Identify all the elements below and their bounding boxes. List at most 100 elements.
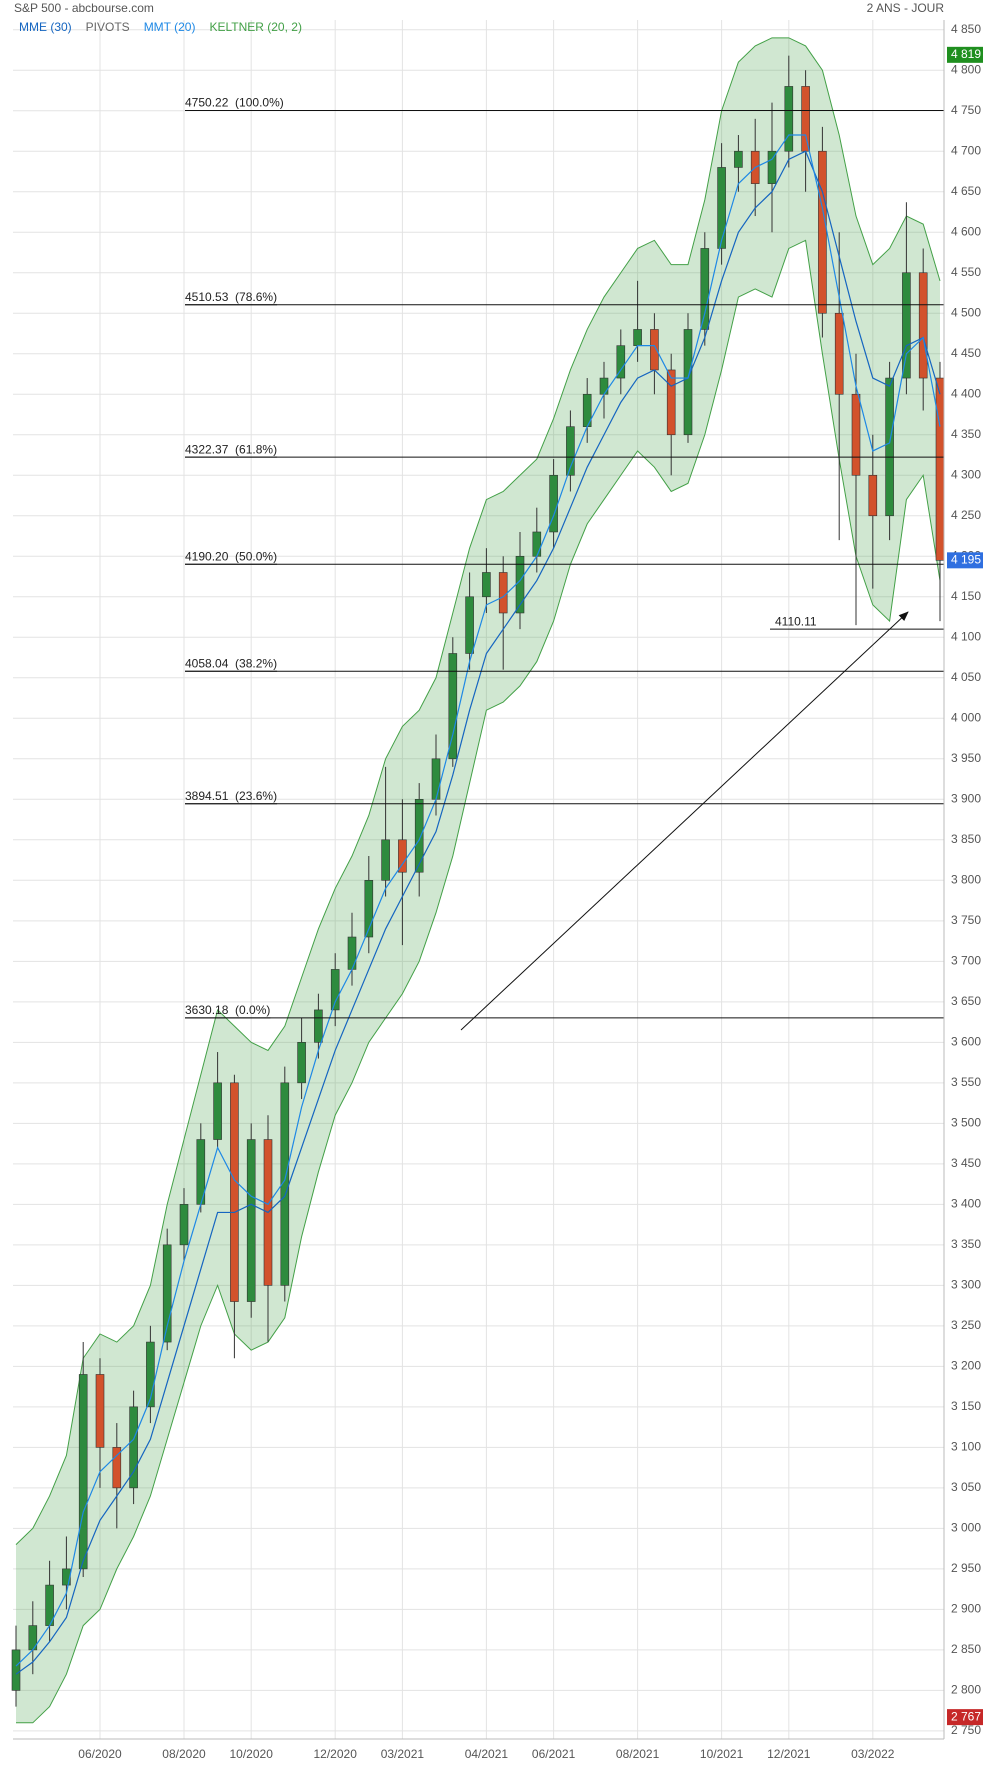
fib-label: 4510.53 (78.6%) [185,290,277,304]
price-badge [947,552,983,569]
y-tick-label: 3 100 [951,1440,981,1454]
price-badge-label: 4 819 [951,47,981,61]
y-tick-label: 3 200 [951,1359,981,1373]
y-tick-label: 2 750 [951,1723,981,1737]
trend-arrow [460,611,909,1031]
y-tick-label: 4 800 [951,62,981,76]
fib-label: 3894.51 (23.6%) [185,789,277,803]
candle-body [683,329,693,436]
x-tick-label: 10/2020 [230,1747,274,1761]
candle-body [347,936,357,970]
y-tick-label: 4 850 [951,22,981,36]
fib-label: 4190.20 (50.0%) [185,549,277,563]
x-tick-label: 03/2022 [851,1747,895,1761]
price-badge [947,1709,983,1726]
y-tick-label: 4 400 [951,386,981,400]
y-tick-label: 4 550 [951,265,981,279]
candle-body [314,1009,323,1043]
candle-body [78,1374,88,1570]
y-tick-label: 4 600 [951,224,981,238]
candle-body [62,1568,71,1586]
x-tick-label: 06/2020 [78,1747,122,1761]
candle-body [784,86,794,152]
candle-body [767,150,777,184]
moving-average [15,150,941,1675]
y-tick-label: 4 250 [951,508,981,522]
candle-body [650,329,659,371]
candle-body [885,377,894,517]
y-tick-label: 2 950 [951,1561,981,1575]
y-tick-label: 3 400 [951,1197,981,1211]
candle-body [498,572,508,614]
candle-body [179,1204,189,1246]
fib-label: 3630.18 (0.0%) [185,1003,270,1017]
fib-label: 4322.37 (61.8%) [185,442,277,456]
candle-body [330,969,340,1011]
candle-body [532,531,542,557]
x-tick-label: 10/2021 [700,1747,744,1761]
x-tick-label: 06/2021 [532,1747,576,1761]
legend-entry: MMT (20) [144,20,196,34]
legend-entry: PIVOTS [86,20,130,34]
candle-body [381,839,390,881]
candle-body [112,1447,122,1489]
y-tick-label: 4 150 [951,589,981,603]
price-badge [947,46,983,63]
y-tick-label: 3 350 [951,1237,981,1251]
candle-body [801,86,810,152]
y-tick-label: 2 800 [951,1683,981,1697]
candle-body [11,1649,21,1691]
candle-body [633,329,642,346]
candle-body [566,426,575,476]
y-tick-label: 3 750 [951,913,981,927]
x-tick-label: 08/2020 [162,1747,206,1761]
price-badge-label: 2 767 [951,1709,981,1723]
x-tick-label: 04/2021 [465,1747,509,1761]
moving-average [15,134,941,1667]
y-tick-label: 3 600 [951,1034,981,1048]
y-tick-label: 4 100 [951,629,981,643]
x-tick-label: 03/2021 [381,1747,425,1761]
y-tick-label: 4 300 [951,467,981,481]
candle-body [700,248,710,330]
y-tick-label: 4 700 [951,143,981,157]
candle-body [918,272,928,379]
y-tick-label: 3 850 [951,832,981,846]
candle-body [95,1374,105,1448]
period: 2 ANS - JOUR [867,1,945,15]
y-tick-label: 4 050 [951,670,981,684]
y-tick-label: 3 500 [951,1116,981,1130]
y-tick-label: 3 250 [951,1318,981,1332]
chart-title: S&P 500 - abcbourse.com [14,1,154,15]
candle-body [414,799,424,873]
y-tick-label: 2 900 [951,1602,981,1616]
y-tick-label: 3 700 [951,953,981,967]
candle-body [398,839,407,873]
candle-body [146,1341,155,1408]
candle-body [297,1042,306,1084]
x-tick-label: 08/2021 [616,1747,660,1761]
legend-entry: MME (30) [19,20,72,34]
candle-body [868,474,878,517]
candle-body [818,150,827,314]
y-tick-label: 2 850 [951,1642,981,1656]
legend-entry: KELTNER (20, 2) [209,20,301,34]
candle-body [734,150,743,168]
candle-body [448,653,458,760]
price-badge-label: 4 195 [951,552,981,566]
y-tick-label: 3 800 [951,872,981,886]
y-tick-label: 3 900 [951,791,981,805]
candle-body [935,377,945,561]
fib-label: 4058.04 (38.2%) [185,656,277,670]
candle-body [834,312,844,395]
candle-body [230,1082,239,1302]
y-tick-label: 4 450 [951,346,981,360]
candle-body [616,345,626,379]
y-tick-label: 3 950 [951,751,981,765]
x-tick-label: 12/2020 [314,1747,358,1761]
y-tick-label: 3 000 [951,1521,981,1535]
y-tick-label: 4 000 [951,710,981,724]
candle-body [431,758,441,800]
